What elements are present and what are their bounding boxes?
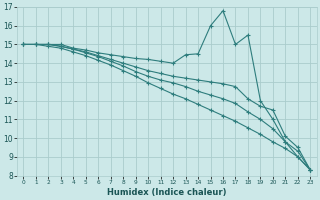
X-axis label: Humidex (Indice chaleur): Humidex (Indice chaleur) — [107, 188, 227, 197]
